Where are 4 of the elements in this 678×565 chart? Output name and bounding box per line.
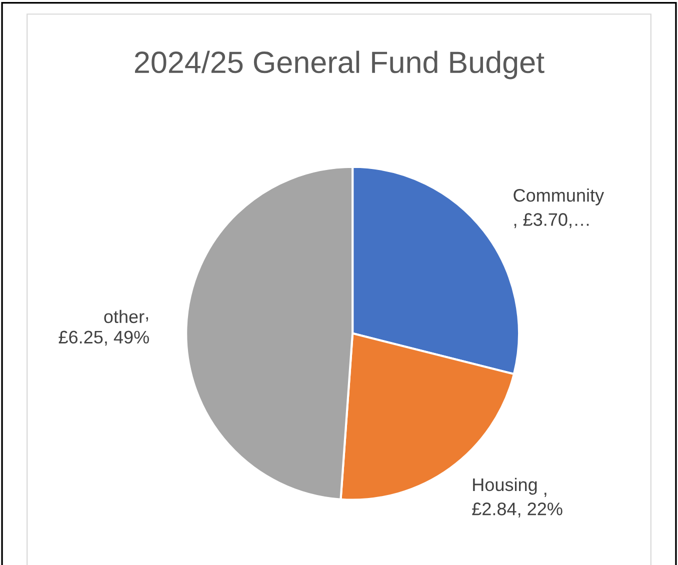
data-label: , £3.70,… — [514, 213, 589, 228]
chart-title: 2024/25 General Fund Budget — [135, 50, 544, 80]
slice-label: Housing — [473, 478, 537, 495]
slice-label: Community — [514, 188, 604, 206]
